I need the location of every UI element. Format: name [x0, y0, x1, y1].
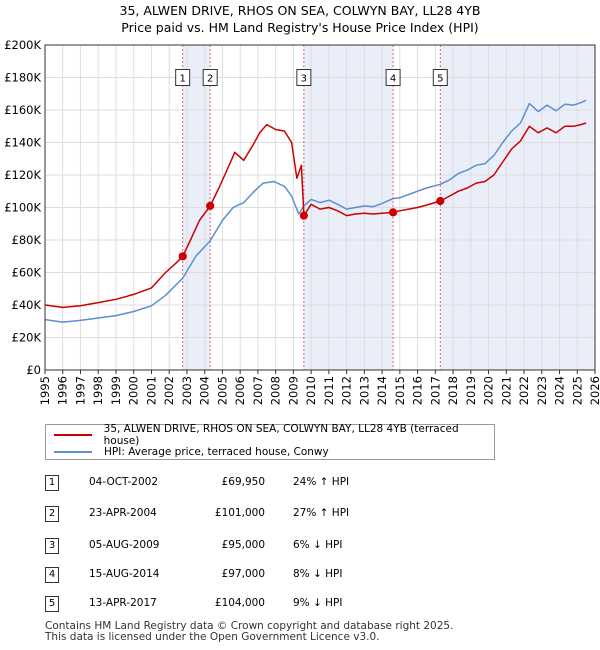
sale-marker-number: 3: [301, 74, 307, 85]
transaction-date: 05-AUG-2009: [89, 539, 160, 551]
sale-marker-box: [385, 69, 401, 86]
transaction-number: 5: [45, 596, 59, 612]
y-tick-label: £80K: [12, 233, 42, 247]
transaction-price: £97,000: [221, 568, 265, 580]
sale-point: [178, 252, 187, 261]
series-line-property: [44, 122, 587, 309]
transaction-date: 13-APR-2017: [89, 597, 157, 609]
transaction-price: £104,000: [214, 597, 265, 609]
x-tick-label: 2018: [446, 376, 460, 405]
x-tick-label: 2011: [322, 376, 336, 405]
x-tick-label: 2012: [340, 376, 354, 405]
sale-point: [436, 196, 445, 206]
chart-subtitle-line: Price paid vs. HM Land Registry's House …: [121, 20, 479, 35]
sale-marker-number: 1: [179, 74, 185, 85]
x-tick-label: 2002: [162, 376, 176, 405]
sale-marker-number: 2: [207, 74, 213, 85]
y-tick-label: £200K: [4, 38, 41, 52]
legend-label-hpi: HPI: Average price, terraced house, Conw…: [104, 446, 329, 458]
x-tick-label: 2006: [233, 376, 247, 405]
sale-point: [388, 208, 398, 217]
legend-swatch-hpi: [54, 451, 92, 453]
transaction-price: £69,950: [221, 476, 265, 488]
x-tick-label: 2009: [286, 376, 300, 405]
legend-item-hpi: HPI: Average price, terraced house, Conw…: [54, 444, 329, 460]
transaction-number: 1: [45, 475, 59, 491]
y-tick-label: £0: [26, 363, 41, 377]
chart-title-line: 35, ALWEN DRIVE, RHOS ON SEA, COLWYN BAY…: [119, 3, 481, 18]
x-tick-label: 2014: [375, 376, 389, 405]
sale-point: [206, 201, 215, 210]
x-tick-label: 2025: [570, 376, 584, 405]
y-tick-label: £180K: [4, 71, 41, 85]
x-tick-label: 2021: [499, 376, 513, 405]
legend-swatch-property: [54, 434, 92, 436]
x-tick-label: 1998: [91, 376, 105, 405]
x-tick-label: 2003: [180, 376, 194, 405]
footer-line-copyright: Contains HM Land Registry data © Crown c…: [45, 620, 454, 632]
x-tick-label: 2024: [553, 376, 567, 405]
transaction-price: £95,000: [221, 539, 265, 551]
footer: Contains HM Land Registry data © Crown c…: [45, 621, 453, 642]
x-tick-label: 2004: [198, 376, 212, 405]
transaction-number: 2: [45, 506, 59, 522]
x-tick-label: 2008: [269, 376, 283, 405]
x-tick-label: 1996: [56, 376, 70, 405]
x-tick-label: 1997: [73, 376, 87, 405]
x-tick-label: 2023: [535, 376, 549, 405]
sale-marker-number: 4: [390, 74, 396, 85]
x-tick-label: 2013: [357, 376, 371, 405]
x-tick-label: 2000: [127, 376, 141, 405]
legend-item-property: 35, ALWEN DRIVE, RHOS ON SEA, COLWYN BAY…: [54, 423, 494, 447]
transaction-date: 23-APR-2004: [89, 507, 157, 519]
x-tick-label: 2015: [393, 376, 407, 405]
sale-marker-box: [432, 69, 448, 86]
y-tick-label: £60K: [12, 266, 42, 280]
transaction-hpi: 6% ↓ HPI: [293, 539, 343, 551]
plot-frame: [44, 44, 596, 371]
transaction-hpi: 24% ↑ HPI: [293, 476, 350, 488]
y-tick-label: £20K: [12, 331, 42, 345]
transaction-date: 15-AUG-2014: [89, 568, 160, 580]
transaction-hpi: 9% ↓ HPI: [293, 597, 343, 609]
x-tick-label: 2016: [411, 376, 425, 405]
y-tick-label: £140K: [4, 136, 41, 150]
y-tick-label: £120K: [4, 168, 41, 182]
price-chart: 1 2 3 4 5 £0 £20K £40K £60K £80K £100K £120K £140K £…: [4, 38, 600, 405]
x-tick-label: 2019: [464, 376, 478, 405]
transaction-price: £101,000: [214, 507, 265, 519]
x-tick-label: 2005: [215, 376, 229, 405]
legend-label-property: 35, ALWEN DRIVE, RHOS ON SEA, COLWYN BAY…: [103, 423, 459, 447]
x-tick-label: 2020: [482, 376, 496, 405]
legend: 35, ALWEN DRIVE, RHOS ON SEA, COLWYN BAY…: [45, 423, 495, 460]
transaction-hpi: 27% ↑ HPI: [293, 507, 350, 519]
footer-line-licence: This data is licensed under the Open Gov…: [45, 630, 380, 643]
x-tick-label: 1999: [109, 376, 123, 405]
series-line-hpi: [44, 99, 587, 323]
transaction-date: 04-OCT-2002: [89, 476, 158, 488]
x-tick-label: 2022: [517, 376, 531, 405]
y-tick-label: £160K: [4, 103, 41, 117]
x-tick-label: 2010: [304, 376, 318, 405]
y-tick-label: £40K: [12, 298, 42, 312]
sale-marker-box: [202, 69, 218, 86]
sale-marker-box: [175, 69, 191, 86]
x-tick-label: 2001: [144, 376, 158, 405]
x-tick-label: 2017: [428, 376, 442, 405]
sale-marker-box: [296, 69, 312, 86]
x-tick-label: 2007: [251, 376, 265, 405]
sale-point: [299, 211, 308, 220]
sale-marker-number: 5: [437, 74, 443, 85]
transaction-number: 4: [45, 567, 59, 583]
transaction-number: 3: [45, 538, 59, 554]
x-tick-label: 1995: [38, 376, 52, 405]
chart-title: 35, ALWEN DRIVE, RHOS ON SEA, COLWYN BAY…: [0, 2, 600, 36]
x-tick-label: 2026: [588, 376, 600, 405]
y-tick-label: £100K: [4, 201, 41, 215]
transaction-hpi: 8% ↓ HPI: [293, 568, 343, 580]
